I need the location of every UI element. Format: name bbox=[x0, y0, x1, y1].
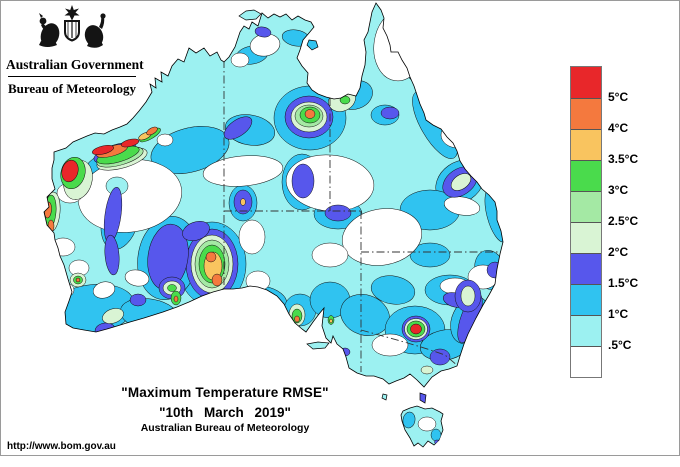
legend-swatch bbox=[571, 191, 601, 222]
coat-of-arms-icon bbox=[39, 5, 106, 48]
legend-label: 1.5°C bbox=[608, 276, 639, 290]
legend-swatch bbox=[571, 315, 601, 346]
header-divider bbox=[8, 76, 136, 77]
legend-label: 1°C bbox=[608, 307, 629, 321]
legend-swatch bbox=[571, 129, 601, 160]
islands bbox=[238, 9, 427, 404]
map-organisation: Australian Bureau of Meteorology bbox=[140, 422, 310, 434]
legend-label: 2.5°C bbox=[608, 214, 639, 228]
legend-swatch bbox=[571, 253, 601, 284]
bom-url: http://www.bom.gov.au bbox=[7, 441, 116, 452]
legend-label: 2°C bbox=[608, 245, 629, 259]
legend-label: 4°C bbox=[608, 121, 629, 135]
legend-swatch bbox=[571, 67, 601, 98]
legend-swatch bbox=[571, 346, 601, 377]
map-date: "10th March 2019" bbox=[159, 405, 291, 420]
temperature-legend: 5°C 4°C 3.5°C 3°C 2.5°C 2°C 1.5°C 1°C .5°C bbox=[570, 66, 638, 378]
legend-label: 5°C bbox=[608, 90, 629, 104]
tasmania bbox=[400, 405, 444, 448]
legend-swatches bbox=[570, 66, 602, 378]
government-title: Australian Government bbox=[6, 57, 144, 72]
legend-swatch bbox=[571, 222, 601, 253]
legend-swatch bbox=[571, 98, 601, 129]
legend-swatch bbox=[571, 160, 601, 191]
map-caption: "Maximum Temperature RMSE" "10th March 2… bbox=[40, 385, 410, 434]
footer-strip: © Commonwealth of Australia 2019, Austra… bbox=[0, 456, 680, 467]
legend-label: 3°C bbox=[608, 183, 629, 197]
bureau-title: Bureau of Meteorology bbox=[7, 81, 137, 96]
coastline bbox=[43, 2, 504, 388]
agency-header: Australian Government Bureau of Meteorol… bbox=[6, 4, 144, 97]
legend-label: .5°C bbox=[608, 338, 632, 352]
legend-swatch bbox=[571, 284, 601, 315]
state-borders bbox=[223, 60, 498, 372]
legend-label: 3.5°C bbox=[608, 152, 639, 166]
map-title: "Maximum Temperature RMSE" bbox=[121, 385, 329, 400]
